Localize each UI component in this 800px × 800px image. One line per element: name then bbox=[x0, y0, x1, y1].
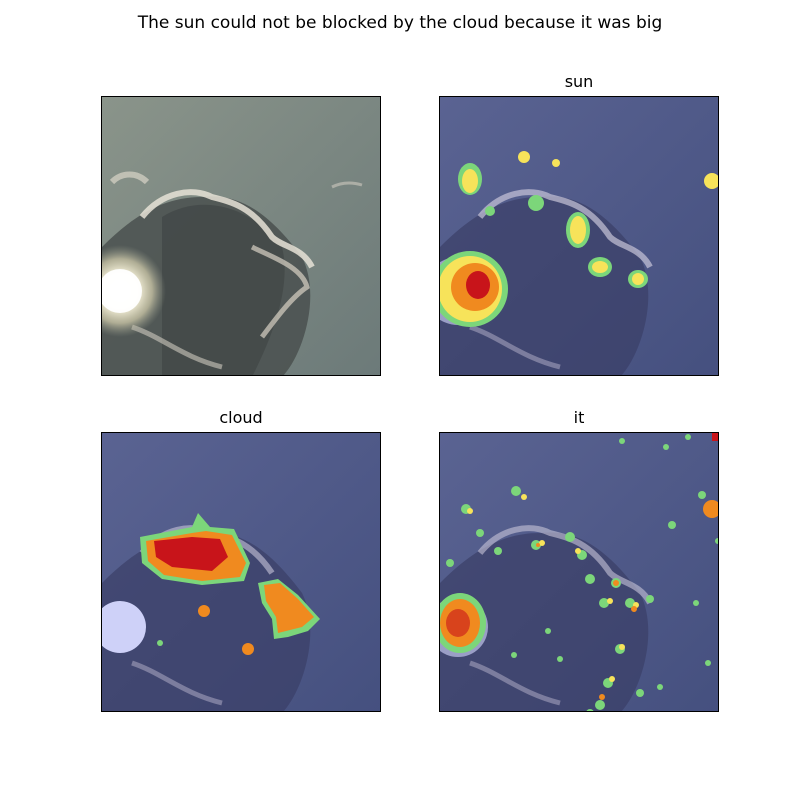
panel-it-attention bbox=[439, 432, 719, 712]
panel-title-cloud: cloud bbox=[219, 408, 263, 427]
sky-photo bbox=[102, 97, 380, 375]
sun-disc bbox=[102, 601, 146, 653]
attention-map-sun bbox=[440, 97, 718, 375]
panel-title-sun: sun bbox=[564, 72, 594, 91]
figure-title: The sun could not be blocked by the clou… bbox=[137, 13, 663, 33]
panel-sun-attention bbox=[439, 96, 719, 376]
panel-original-photo bbox=[101, 96, 381, 376]
panel-cloud-attention bbox=[101, 432, 381, 712]
panel-title-it: it bbox=[573, 408, 585, 427]
sun-disc bbox=[102, 269, 142, 313]
attention-map-cloud bbox=[102, 433, 380, 711]
attention-map-it bbox=[440, 433, 718, 711]
